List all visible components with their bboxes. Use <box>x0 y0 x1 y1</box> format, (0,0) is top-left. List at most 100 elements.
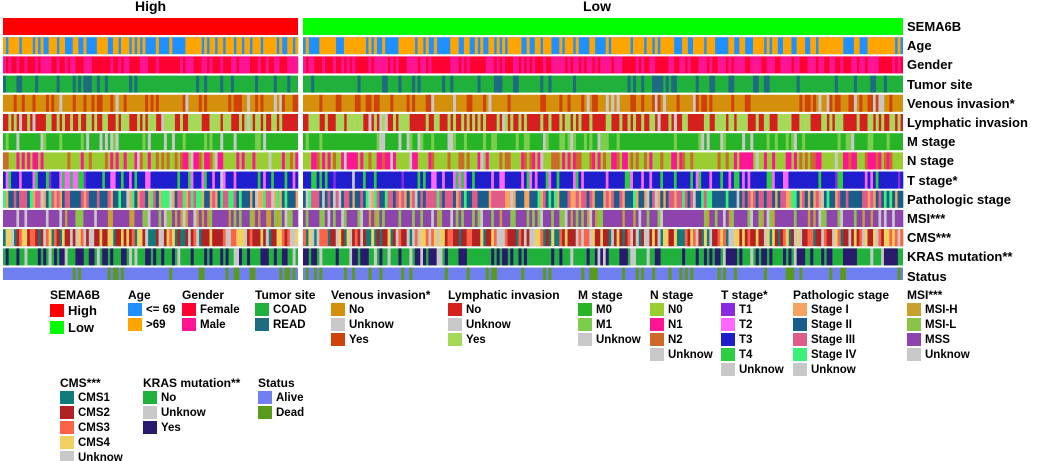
heatmap-cell <box>379 248 383 266</box>
heatmap-cell <box>807 171 811 189</box>
heatmap-cell <box>59 248 63 266</box>
heatmap-cell <box>507 94 511 112</box>
heatmap-cell <box>56 171 60 189</box>
heatmap-cell <box>196 190 200 208</box>
heatmap-cell <box>220 229 224 247</box>
heatmap-cell <box>420 133 424 151</box>
heatmap-cell <box>543 210 547 227</box>
heatmap-cell <box>548 75 552 93</box>
heatmap-cell <box>450 75 454 93</box>
heatmap-cell <box>313 210 317 227</box>
heatmap-cell <box>845 152 849 170</box>
heatmap-cell <box>354 94 358 112</box>
legend-label: Unknow <box>739 363 784 376</box>
heatmap-cell <box>603 56 607 74</box>
heatmap-cell <box>249 267 253 280</box>
heatmap-cell <box>641 210 645 227</box>
heatmap-cell <box>493 133 497 151</box>
heatmap-cell <box>837 171 841 189</box>
legend-label: Unknow <box>925 348 970 361</box>
heatmap-cell <box>592 267 596 280</box>
heatmap-cell <box>62 248 65 266</box>
heatmap-cell <box>24 248 28 266</box>
heatmap-cell <box>499 171 503 189</box>
heatmap-cell <box>78 190 82 208</box>
row-label: N stage <box>907 153 954 169</box>
heatmap-cell <box>428 152 432 170</box>
heatmap-cell <box>209 171 213 189</box>
heatmap-cell <box>496 56 500 74</box>
heatmap-cell <box>676 210 680 227</box>
heatmap-cell <box>198 267 202 280</box>
heatmap-cell <box>67 152 71 170</box>
heatmap-cell <box>567 94 571 112</box>
heatmap-cell <box>693 171 697 189</box>
heatmap-cell <box>346 229 350 247</box>
heatmap-cell <box>682 248 686 266</box>
legend-label: Unknow <box>668 348 713 361</box>
heatmap-cell <box>472 210 476 227</box>
legend-swatch <box>907 303 921 316</box>
heatmap-cell <box>102 248 106 266</box>
heatmap-cell <box>346 171 350 189</box>
heatmap-cell <box>406 94 410 112</box>
heatmap-cell <box>763 190 767 208</box>
heatmap-cell <box>29 229 33 247</box>
heatmap-cell <box>766 171 770 189</box>
heatmap-cell <box>196 114 200 131</box>
heatmap-cell <box>474 210 478 227</box>
heatmap-cell <box>723 114 727 131</box>
heatmap-cell <box>466 267 470 280</box>
heatmap-cell <box>477 171 481 189</box>
heatmap-cell <box>750 152 754 170</box>
legend-item: No <box>143 390 240 405</box>
heatmap-cell <box>313 248 317 266</box>
heatmap-cell <box>845 229 849 247</box>
heatmap-cell <box>220 190 224 208</box>
heatmap-cell <box>480 229 484 247</box>
heatmap-cell <box>3 75 6 93</box>
heatmap-cell <box>739 56 743 74</box>
heatmap-cell <box>324 190 328 208</box>
heatmap-cell <box>88 75 92 93</box>
heatmap-cell <box>755 152 759 170</box>
heatmap-cell <box>209 210 213 227</box>
heatmap-cell <box>851 152 855 170</box>
heatmap-cell <box>338 190 342 208</box>
heatmap-cell <box>222 210 226 227</box>
heatmap-cell <box>578 229 582 247</box>
heatmap-cell <box>16 75 20 93</box>
heatmap-cell <box>780 114 784 131</box>
heatmap-cell <box>843 152 847 170</box>
heatmap-cell <box>886 152 890 170</box>
legend-swatch <box>907 333 921 346</box>
heatmap-cell <box>777 210 781 227</box>
heatmap-cell <box>214 171 218 189</box>
legend-swatch <box>50 321 64 334</box>
legend-item: Male <box>182 317 240 332</box>
legend-1: Age <= 69 >69 <box>128 288 175 332</box>
legend-label: Stage IV <box>811 348 857 361</box>
heatmap-cell <box>889 229 893 247</box>
heatmap-cell <box>104 37 108 55</box>
heatmap-cell <box>518 229 522 247</box>
heatmap-cell <box>573 152 577 170</box>
heatmap-cell <box>91 171 95 189</box>
heatmap-cell <box>859 56 863 74</box>
heatmap-cell <box>529 210 533 227</box>
heatmap-cell <box>115 94 119 112</box>
heatmap-cell <box>139 190 143 208</box>
heatmap-cell <box>357 114 361 131</box>
legend-label: M1 <box>596 318 612 331</box>
heatmap-cell <box>305 267 309 280</box>
heatmap-cell <box>182 94 186 112</box>
legend-title: MSI*** <box>907 288 943 302</box>
heatmap-cell <box>834 75 838 93</box>
heatmap-cell <box>453 190 457 208</box>
heatmap-cell <box>40 210 44 227</box>
heatmap-cell <box>45 229 49 247</box>
row-bg <box>3 267 298 280</box>
row-label: Age <box>907 38 932 54</box>
heatmap-cell <box>8 114 12 131</box>
heatmap-cell <box>104 133 108 151</box>
